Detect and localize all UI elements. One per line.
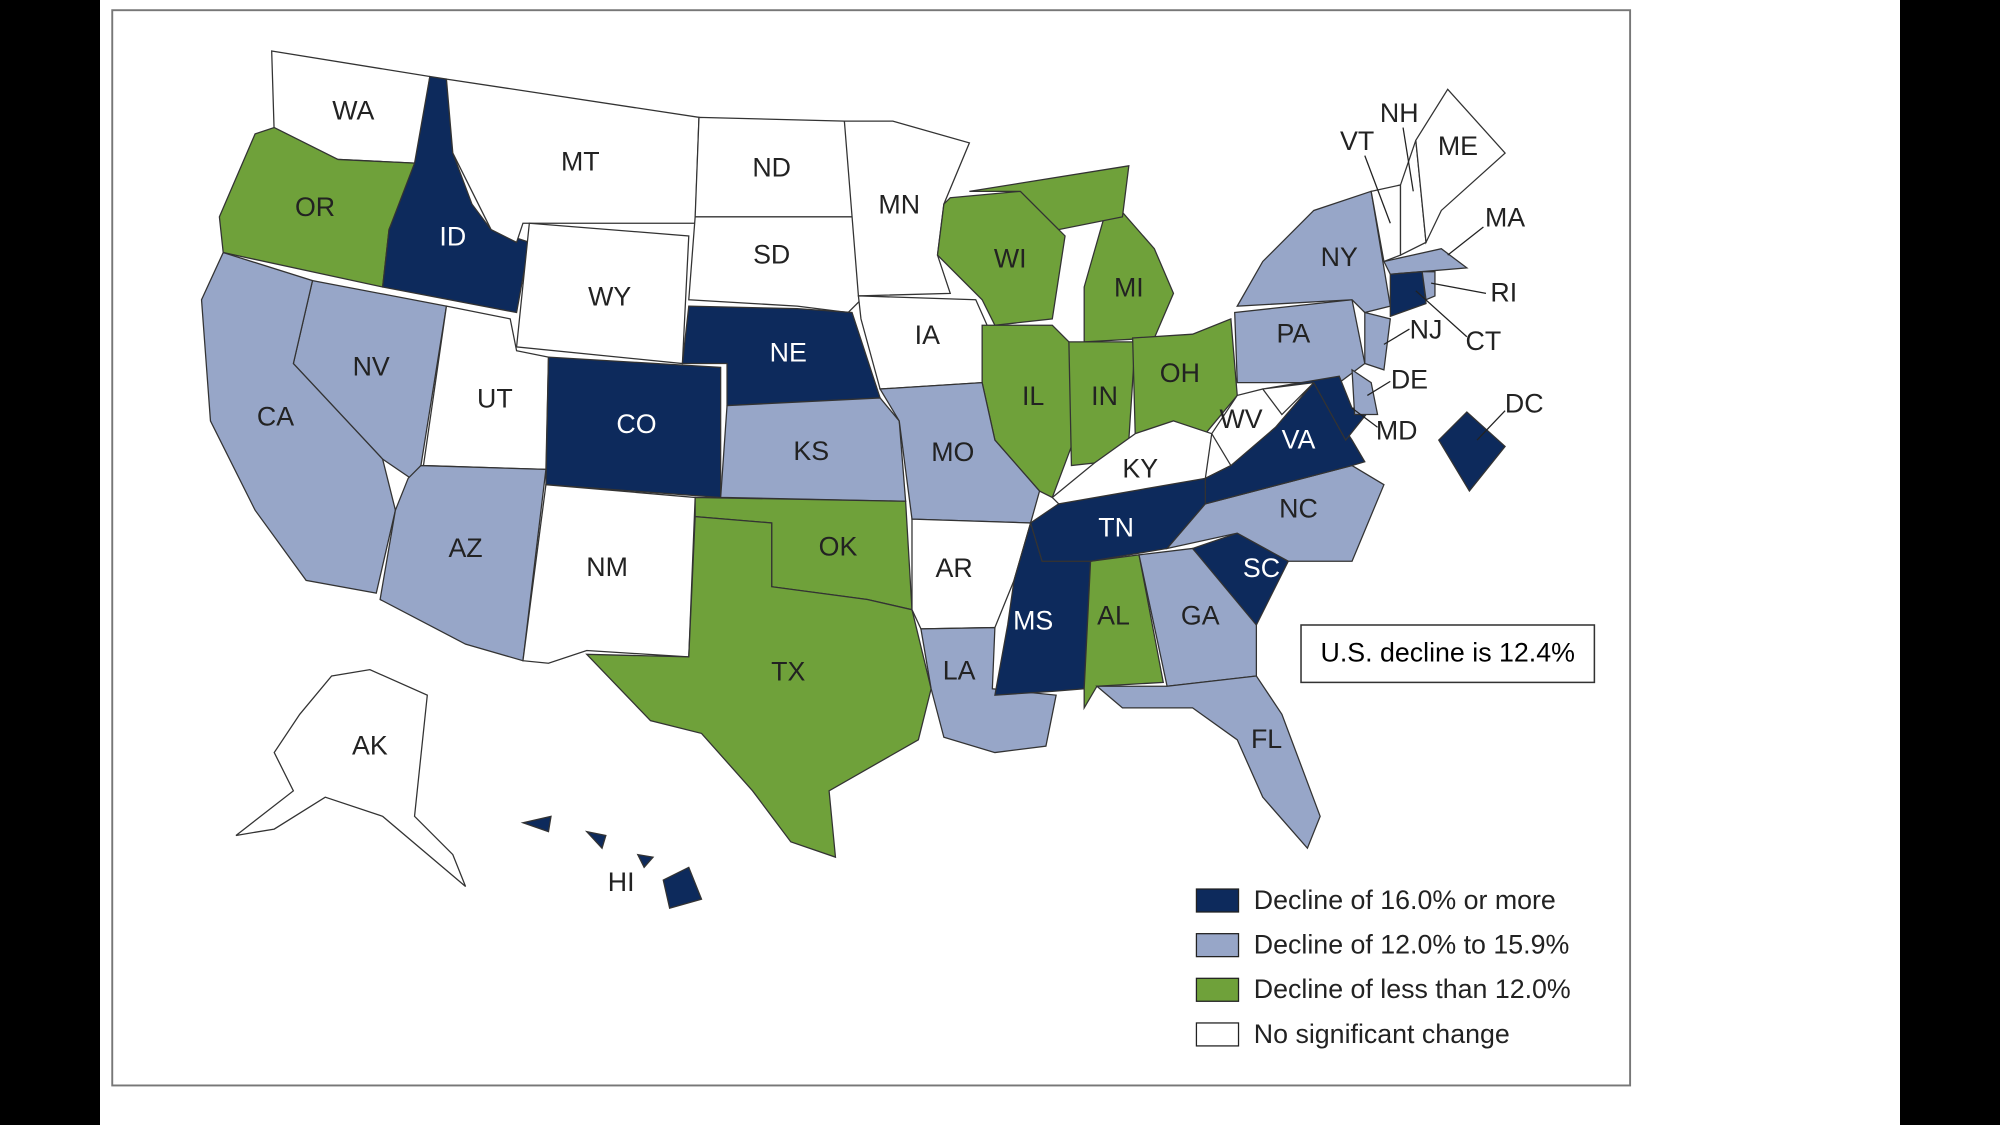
state-label-nm: NM <box>586 552 628 582</box>
right-letterbox <box>1900 0 2000 1125</box>
state-label-pa: PA <box>1277 319 1311 349</box>
state-de <box>1351 368 1379 416</box>
state-az <box>379 464 547 662</box>
state-hi <box>662 866 703 909</box>
state-wv <box>1210 382 1315 467</box>
state-tx <box>585 515 932 859</box>
state-label-ca: CA <box>257 401 294 431</box>
state-mi <box>969 165 1130 231</box>
state-label-oh: OH <box>1160 358 1200 388</box>
state-ca <box>200 251 397 594</box>
state-label-tx: TX <box>771 657 805 687</box>
state-hi <box>636 853 655 869</box>
legend-label: No significant change <box>1254 1019 1510 1049</box>
leader-line-md <box>1351 407 1378 428</box>
state-label-in: IN <box>1091 381 1118 411</box>
leader-line-ct <box>1415 290 1468 338</box>
state-label-ms: MS <box>1013 606 1053 636</box>
leader-line-ma <box>1447 226 1484 256</box>
state-label-wy: WY <box>588 282 631 312</box>
state-label-tn: TN <box>1098 512 1134 542</box>
state-label-dc: DC <box>1505 389 1544 419</box>
state-label-nd: ND <box>752 153 791 183</box>
state-label-sc: SC <box>1243 553 1280 583</box>
state-label-nc: NC <box>1279 493 1318 523</box>
state-fl <box>1095 675 1321 850</box>
state-me <box>1415 88 1507 245</box>
state-ny <box>1236 190 1392 314</box>
legend-swatch-decline-16-or-more <box>1195 888 1240 913</box>
state-label-mt: MT <box>561 146 600 176</box>
state-label-nj: NJ <box>1410 315 1443 345</box>
state-label-id: ID <box>439 222 466 252</box>
state-label-al: AL <box>1097 600 1130 630</box>
legend-swatch-decline-12-to-15-9 <box>1195 933 1240 958</box>
state-label-md: MD <box>1376 415 1418 445</box>
state-ri <box>1421 271 1436 301</box>
leader-line-vt <box>1364 155 1391 224</box>
state-label-ky: KY <box>1122 454 1158 484</box>
state-label-sd: SD <box>753 239 790 269</box>
state-hi <box>584 830 607 850</box>
state-label-az: AZ <box>448 533 482 563</box>
state-label-ma: MA <box>1485 202 1525 232</box>
state-dc <box>1437 411 1506 493</box>
state-label-wv: WV <box>1220 404 1263 434</box>
state-hi <box>520 815 552 833</box>
state-ma <box>1382 248 1469 275</box>
state-label-de: DE <box>1391 364 1428 394</box>
leader-line-nj <box>1383 328 1410 345</box>
legend-label: Decline of 16.0% or more <box>1254 885 1556 915</box>
leader-line-de <box>1367 380 1391 396</box>
state-label-fl: FL <box>1251 724 1282 754</box>
legend: Decline of 16.0% or more Decline of 12.0%… <box>1195 885 1571 1049</box>
state-label-me: ME <box>1438 131 1478 161</box>
state-label-ut: UT <box>477 384 513 414</box>
state-label-ne: NE <box>770 338 807 368</box>
leader-line-dc <box>1476 410 1506 441</box>
state-ct <box>1389 270 1427 318</box>
state-ks <box>719 397 907 502</box>
state-label-wa: WA <box>332 95 374 125</box>
legend-swatch-no-significant-change <box>1195 1022 1240 1047</box>
state-label-ar: AR <box>935 553 972 583</box>
state-label-il: IL <box>1022 381 1044 411</box>
state-label-vt: VT <box>1340 126 1374 156</box>
state-label-ny: NY <box>1321 242 1358 272</box>
state-label-ga: GA <box>1181 600 1220 630</box>
state-label-la: LA <box>943 655 976 685</box>
state-label-nv: NV <box>353 352 390 382</box>
state-nj <box>1364 311 1392 371</box>
state-label-mo: MO <box>931 437 974 467</box>
state-nc <box>1165 464 1385 562</box>
us-decline-annotation: U.S. decline is 12.4% <box>1321 637 1575 667</box>
state-ga <box>1138 547 1258 687</box>
state-label-co: CO <box>616 409 656 439</box>
legend-label: Decline of less than 12.0% <box>1254 974 1571 1004</box>
state-label-ia: IA <box>915 320 940 350</box>
state-mo <box>879 381 1041 524</box>
left-letterbox <box>0 0 100 1125</box>
state-label-nh: NH <box>1380 98 1419 128</box>
state-ak <box>235 668 467 887</box>
state-la <box>920 626 1057 754</box>
state-label-ct: CT <box>1466 326 1502 356</box>
state-ky <box>1051 420 1213 505</box>
leader-line-ri <box>1431 282 1487 294</box>
state-label-va: VA <box>1282 424 1316 454</box>
legend-swatch-decline-less-12 <box>1195 977 1240 1002</box>
leader-line-nh <box>1402 127 1414 192</box>
state-label-ri: RI <box>1490 278 1517 308</box>
annotation-box: U.S. decline is 12.4% <box>1300 624 1596 684</box>
state-label-ks: KS <box>793 436 829 466</box>
state-label-wi: WI <box>994 243 1027 273</box>
legend-label: Decline of 12.0% to 15.9% <box>1254 930 1569 960</box>
state-label-ak: AK <box>352 731 388 761</box>
state-label-ok: OK <box>819 532 858 562</box>
state-label-mi: MI <box>1114 273 1144 303</box>
state-label-or: OR <box>295 192 335 222</box>
state-label-hi: HI <box>608 867 635 897</box>
state-label-mn: MN <box>878 190 920 220</box>
